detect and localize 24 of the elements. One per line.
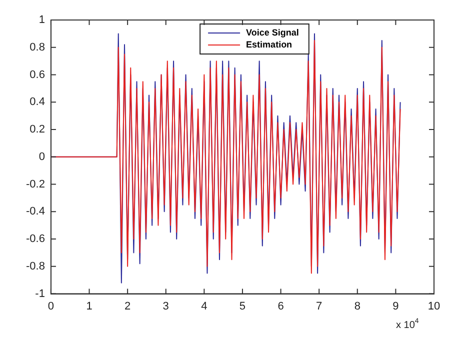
y-tick-label: 0.6 [30, 68, 45, 81]
y-tick-label: -0.8 [26, 260, 45, 272]
x-tick-label: 9 [392, 300, 399, 312]
y-tick-label: 0.2 [30, 124, 45, 136]
x-tick-label: 2 [124, 300, 131, 312]
legend-label: Estimation [246, 39, 292, 50]
x-tick-label: 7 [316, 300, 322, 312]
y-tick-label: 0.4 [30, 96, 45, 108]
y-tick-label: -0.4 [26, 206, 45, 218]
legend-label: Voice Signal [246, 27, 299, 38]
y-tick-label: -0.2 [26, 178, 45, 190]
x-tick-label: 8 [354, 300, 360, 312]
y-tick-label: -1 [35, 288, 45, 300]
x-tick-label: 1 [86, 300, 92, 312]
y-tick-label: 0.8 [30, 41, 45, 54]
y-tick-label: -0.6 [26, 233, 45, 246]
x-tick-label: 0 [48, 300, 54, 312]
x-tick-label: 4 [201, 300, 208, 312]
x-tick-label: 6 [278, 300, 284, 312]
x-tick-label: 5 [239, 300, 246, 312]
y-tick-label: 1 [38, 14, 45, 26]
y-tick-label: 0 [38, 150, 45, 163]
x-tick-label: 10 [428, 300, 440, 312]
x-tick-label: 3 [162, 300, 169, 312]
